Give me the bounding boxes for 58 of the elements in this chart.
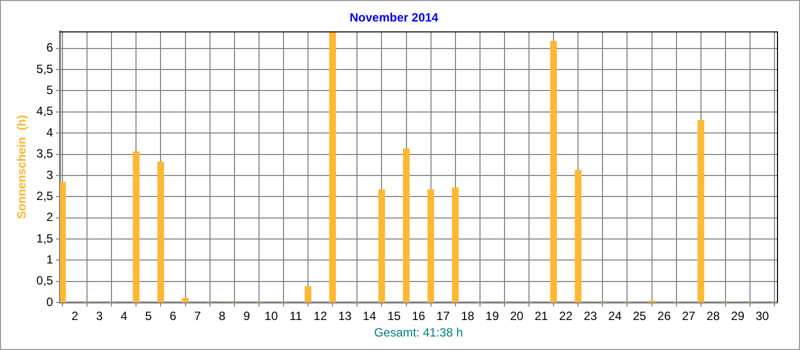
y-tick-label: 0 — [46, 294, 54, 309]
x-tick-label: 22 — [559, 309, 573, 324]
x-tick-label: 20 — [510, 309, 524, 324]
x-tick-label: 19 — [486, 309, 500, 324]
y-tick-label: 1 — [46, 252, 54, 267]
bar — [132, 151, 140, 302]
x-tick-label: 17 — [436, 309, 450, 324]
x-tick-label: 14 — [362, 309, 376, 324]
x-tick-label: 25 — [632, 309, 647, 324]
y-tick-label: 3,5 — [36, 146, 54, 161]
y-tick-label: 5,5 — [36, 62, 54, 76]
y-tick-label: 4 — [46, 125, 54, 140]
x-tick-label: 9 — [243, 309, 250, 324]
bar — [427, 190, 434, 302]
x-tick-label: 18 — [460, 309, 475, 324]
x-tick-label: 3 — [96, 309, 104, 324]
x-tick-label: 8 — [218, 309, 226, 324]
y-tick-label: 4,5 — [36, 104, 54, 118]
x-tick-label: 5 — [145, 309, 152, 324]
y-tick-label: 3 — [46, 168, 54, 182]
bar — [60, 182, 66, 302]
x-tick-label: 26 — [657, 309, 672, 324]
x-tick-label: 23 — [584, 309, 598, 324]
x-tick-label: 13 — [338, 309, 352, 324]
y-axis-title: Sonnenschein (h) — [14, 114, 29, 220]
x-tick-label: 4 — [120, 309, 128, 324]
bar — [378, 190, 386, 302]
x-tick-label: 28 — [706, 309, 720, 324]
x-tick-label: 15 — [387, 309, 401, 324]
x-tick-label: 29 — [731, 309, 745, 324]
bar — [329, 31, 336, 302]
x-tick-label: 10 — [264, 309, 278, 324]
y-tick-label: 0,5 — [36, 274, 54, 288]
x-tick-label: 16 — [412, 309, 426, 324]
y-tick-label: 5 — [46, 83, 54, 98]
x-tick-label: 27 — [682, 309, 696, 324]
bar — [157, 162, 164, 302]
x-tick-label: 2 — [71, 309, 78, 324]
bar — [182, 298, 189, 302]
x-tick-label: 12 — [314, 309, 328, 324]
bar — [574, 170, 582, 302]
x-tick-label: 11 — [290, 309, 302, 324]
bar — [402, 148, 410, 302]
x-tick-label: 30 — [756, 309, 770, 324]
x-tick-label: 7 — [194, 309, 202, 324]
x-tick-label: 21 — [534, 309, 548, 324]
y-tick-label: 2,5 — [36, 188, 54, 203]
y-tick-label: 6 — [46, 40, 54, 55]
chart-title: November 2014 — [350, 10, 439, 25]
y-tick-label: 2 — [46, 210, 54, 224]
x-tick-label: 6 — [170, 309, 177, 324]
bar — [550, 40, 557, 302]
bar — [452, 187, 459, 302]
bar — [304, 286, 312, 302]
y-tick-label: 1,5 — [36, 231, 54, 246]
bar — [698, 120, 704, 302]
text: Gesamt: 41:38 h — [374, 326, 463, 340]
x-tick-label: 24 — [608, 309, 622, 324]
